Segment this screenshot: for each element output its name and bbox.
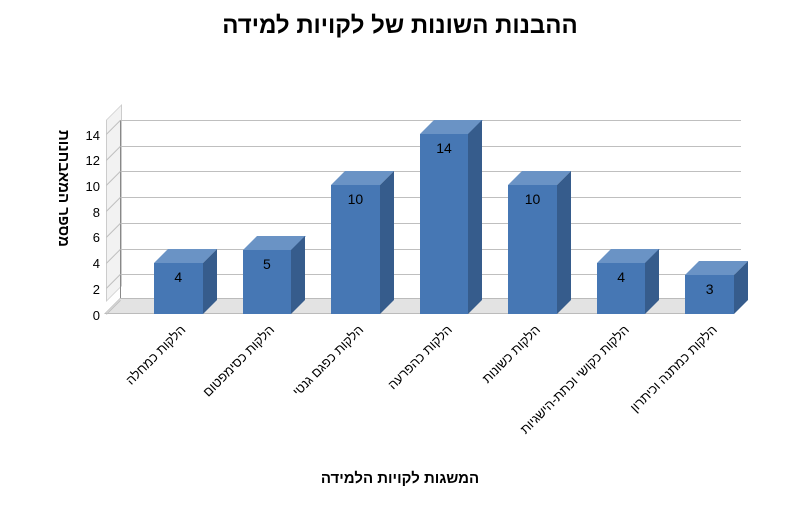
bars-container: 4 5 10 14 10 4 3 <box>120 120 740 300</box>
bar: 14 <box>420 134 469 314</box>
x-tick-label: הלקות כפגם גנטי <box>289 322 366 399</box>
bar-value-label: 3 <box>685 281 734 297</box>
bar-value-label: 5 <box>243 256 292 272</box>
bar-front-face <box>420 134 469 314</box>
y-tick-label: 12 <box>76 153 100 168</box>
x-ticks: הלקות כמחלההלקות כסימפטוםהלקות כפגם גנטי… <box>120 322 740 442</box>
bar: 4 <box>154 263 203 314</box>
bar-side-face <box>380 171 394 314</box>
y-tick-label: 14 <box>76 128 100 143</box>
bar-value-label: 14 <box>420 140 469 156</box>
y-axis-label: מספר המאבחנות <box>55 130 72 247</box>
bar: 4 <box>597 263 646 314</box>
bar: 10 <box>331 185 380 314</box>
x-tick-label: הלקות כמתנה וכיתרון <box>627 322 720 415</box>
bar-side-face <box>557 171 571 314</box>
y-tick-label: 6 <box>76 230 100 245</box>
bar-value-label: 10 <box>331 191 380 207</box>
x-tick-label: הלקות כהפרעה <box>384 322 454 392</box>
x-tick-label: הלקות כסימפטום <box>200 322 278 400</box>
y-tick-label: 2 <box>76 282 100 297</box>
x-axis-label: המשגות לקויות הלמידה <box>0 470 800 487</box>
x-tick-label: הלקות כמחלה <box>123 322 189 388</box>
bar-side-face <box>468 120 482 314</box>
x-tick-label: הלקות כשונות <box>479 322 543 386</box>
bar-value-label: 4 <box>597 269 646 285</box>
bar: 10 <box>508 185 557 314</box>
bar-value-label: 10 <box>508 191 557 207</box>
bar: 5 <box>243 250 292 314</box>
y-tick-label: 4 <box>76 256 100 271</box>
y-tick-label: 8 <box>76 205 100 220</box>
plot-area: 4 5 10 14 10 4 3 <box>120 120 740 300</box>
chart-container: ההבנות השונות של לקויות למידה מספר המאבח… <box>0 0 800 507</box>
y-tick-label: 10 <box>76 179 100 194</box>
y-tick-label: 0 <box>76 308 100 323</box>
bar-value-label: 4 <box>154 269 203 285</box>
bar: 3 <box>685 275 734 314</box>
chart-title: ההבנות השונות של לקויות למידה <box>0 0 800 40</box>
